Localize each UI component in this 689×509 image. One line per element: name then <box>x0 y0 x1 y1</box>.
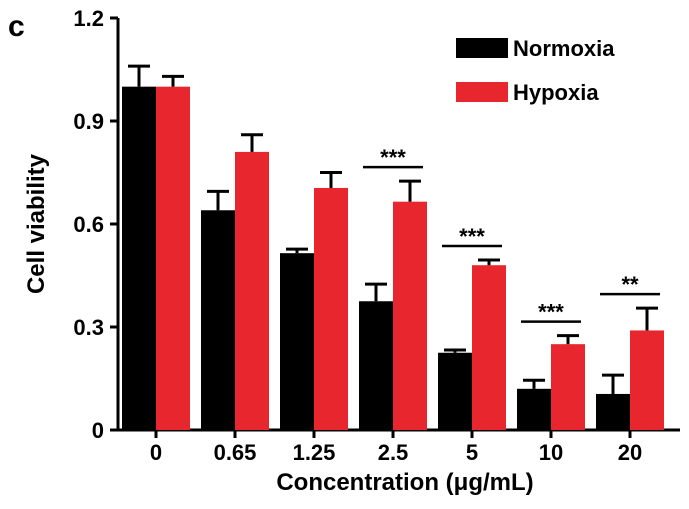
x-axis-label: Concentration (μg/mL) <box>276 469 533 496</box>
bar-hypoxia-3 <box>393 201 427 430</box>
bar-normoxia-6 <box>596 393 630 430</box>
x-tick-label: 10 <box>539 440 563 465</box>
legend-label-hypoxia: Hypoxia <box>513 80 599 105</box>
bar-hypoxia-4 <box>472 265 506 430</box>
x-tick-label: 0.65 <box>214 440 257 465</box>
legend-swatch-normoxia <box>456 38 508 58</box>
x-tick-label: 0 <box>150 440 162 465</box>
bar-hypoxia-0 <box>156 86 190 431</box>
bar-normoxia-5 <box>517 388 551 430</box>
bars <box>122 86 664 431</box>
significance-label: ** <box>621 272 639 297</box>
bar-normoxia-3 <box>359 301 393 430</box>
x-tick-label: 5 <box>466 440 478 465</box>
x-tick-label: 2.5 <box>378 440 409 465</box>
y-tick-label: 0.3 <box>73 315 104 340</box>
y-tick-label: 0.6 <box>73 212 104 237</box>
y-axis-label: Cell viability <box>23 153 50 294</box>
y-tick-label: 0 <box>92 418 104 443</box>
y-tick-label: 1.2 <box>73 6 104 31</box>
panel-label: c <box>8 10 25 43</box>
bar-hypoxia-1 <box>235 151 269 430</box>
legend: Normoxia Hypoxia <box>456 36 615 105</box>
y-tick-label: 0.9 <box>73 109 104 134</box>
x-tick-label: 20 <box>618 440 642 465</box>
bar-hypoxia-5 <box>551 344 585 430</box>
significance-markers: *********** <box>363 145 660 325</box>
legend-swatch-hypoxia <box>456 82 508 102</box>
bar-hypoxia-6 <box>630 330 664 430</box>
bar-normoxia-4 <box>438 352 472 430</box>
significance-label: *** <box>538 300 564 325</box>
x-tick-label: 1.25 <box>293 440 336 465</box>
significance-label: *** <box>380 145 406 170</box>
bar-normoxia-0 <box>122 86 156 431</box>
significance-label: *** <box>459 224 485 249</box>
bar-normoxia-1 <box>201 210 235 430</box>
bar-hypoxia-2 <box>314 187 348 430</box>
bar-normoxia-2 <box>280 253 314 430</box>
legend-label-normoxia: Normoxia <box>513 36 615 61</box>
tick-labels: 0 0.3 0.6 0.9 1.2 0 0.65 1.25 2.5 5 10 20 <box>73 6 642 465</box>
error-bars <box>128 64 658 394</box>
